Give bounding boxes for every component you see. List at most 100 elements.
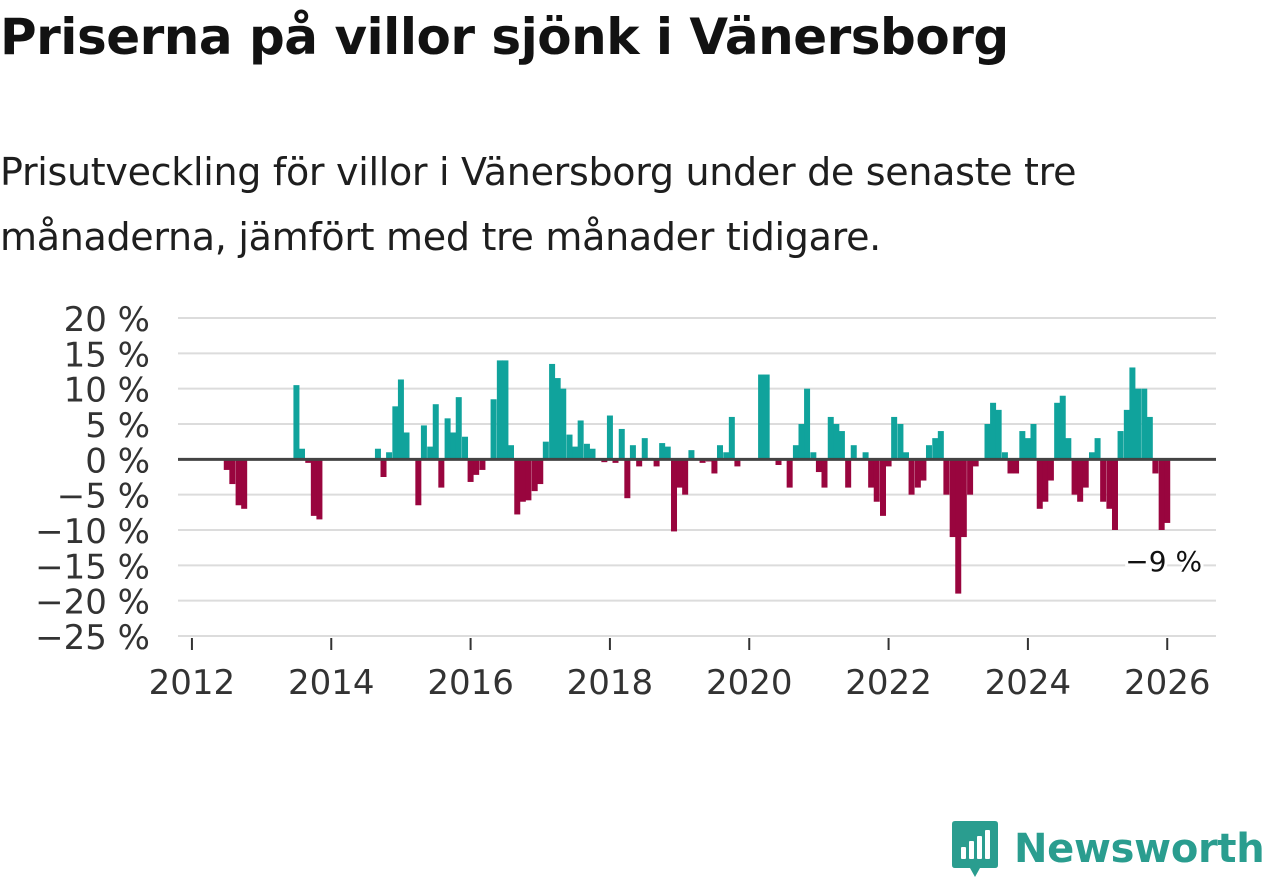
bar [810,452,817,460]
bar [525,459,532,501]
bar [653,459,660,467]
x-tick-label: 2020 [706,663,793,703]
bar [606,415,613,460]
bar [1152,459,1159,474]
chart-subtitle: Prisutveckling för villor i Vänersborg u… [0,150,1077,259]
bar [1117,431,1124,460]
y-tick-label: 0 % [85,441,150,481]
bar [420,425,427,460]
bar [1123,409,1130,460]
bar [386,452,393,460]
bar [235,459,242,506]
bar [862,452,869,460]
y-tick-label: 10 % [64,371,150,411]
bar [734,459,741,467]
bar [838,431,845,460]
bar [542,441,549,460]
bar [1088,452,1095,460]
gridlines [178,317,1216,637]
bar [775,459,782,465]
bar [1134,388,1141,460]
bar [1024,438,1031,460]
bar [1158,459,1165,530]
y-tick-label: 20 % [64,300,150,340]
bar [467,459,474,482]
bar [514,459,521,515]
bar [427,446,434,460]
bar [699,459,706,463]
bar [1141,388,1148,460]
bar [711,459,718,474]
y-tick-label: −10 % [35,512,150,552]
bar [827,416,834,460]
bar [845,459,852,488]
y-tick-label: −25 % [35,618,150,658]
brand-footer: Newsworthy [950,818,1262,880]
bar [902,452,909,460]
bar-chart: 20 %15 %10 %5 %0 %−5 %−10 %−15 %−20 %−25… [35,300,1216,703]
bar [1030,424,1037,460]
bar [1100,459,1107,502]
bar [618,428,625,460]
x-axis-ticks: 2012 2014 2016 2018 2020 2022 2024 2026 [149,638,1211,703]
bar [577,420,584,460]
bar [223,459,230,470]
bar [537,459,544,485]
bar [444,418,451,460]
chart-title: Priserna på villor sjönk i Vänersborg [0,8,1009,66]
bars [223,360,1171,594]
bar [310,459,317,516]
bar [1094,438,1101,460]
bar [943,459,950,495]
bar [519,459,526,502]
bar [462,436,469,460]
bar [1054,402,1061,460]
bar [473,459,480,475]
bar [299,448,306,460]
bar [1007,459,1014,474]
bar [641,438,648,460]
bar [908,459,915,495]
bar [432,404,439,460]
bar [1047,459,1054,481]
bar [1001,452,1008,460]
bar [873,459,880,502]
bar [629,445,636,460]
bar [664,446,671,460]
bar [728,416,735,460]
bar [671,459,678,532]
bar [1036,459,1043,509]
y-tick-label: 15 % [64,335,150,375]
last-value-annotation: −9 % [1125,545,1202,578]
bar [380,459,387,477]
x-tick-label: 2018 [567,663,654,703]
bar [241,459,248,509]
bar [815,459,822,473]
bar [1071,459,1078,495]
bar [374,448,381,460]
y-tick-label: −15 % [35,547,150,587]
bar [636,459,643,467]
bar [624,459,631,499]
bar [1013,459,1020,474]
x-tick-label: 2014 [288,663,375,703]
bar [955,459,962,594]
bar [925,445,932,460]
bar [920,459,927,481]
bar [758,374,765,460]
bar [589,448,596,460]
bar [676,459,683,488]
bar [995,409,1002,460]
bar [1019,431,1026,460]
x-tick-label: 2022 [845,663,932,703]
bar [316,459,323,520]
bar [1065,438,1072,460]
bar [415,459,422,506]
bar [716,445,723,460]
bar [1059,395,1066,460]
bar [937,431,944,460]
bar [792,445,799,460]
bar [490,399,497,460]
bar [496,360,503,460]
bar [397,379,404,460]
